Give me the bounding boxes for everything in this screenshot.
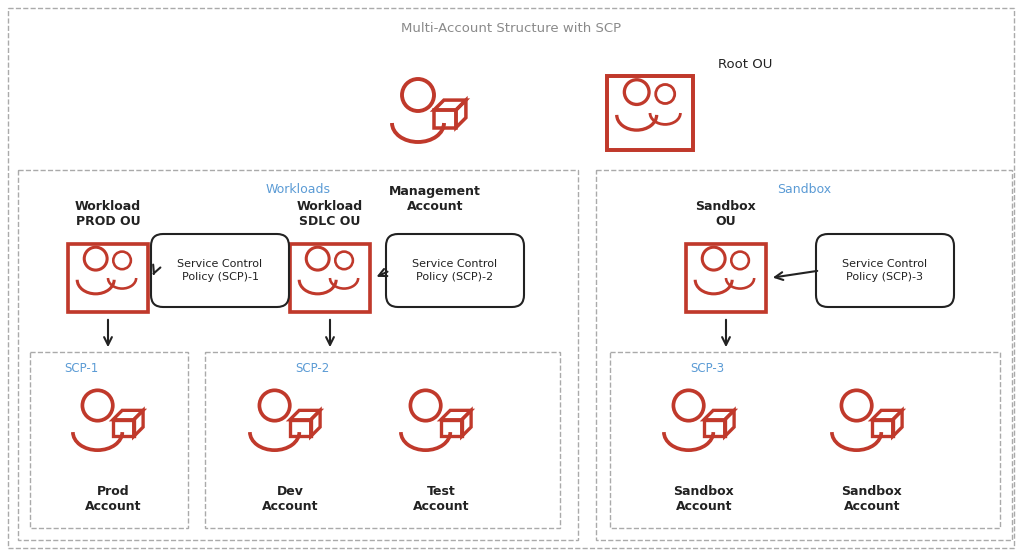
Bar [290, 244, 370, 312]
Text: Sandbox
OU: Sandbox OU [696, 200, 756, 228]
Text: Service Control
Policy (SCP)-3: Service Control Policy (SCP)-3 [842, 259, 928, 282]
Text: Service Control
Policy (SCP)-2: Service Control Policy (SCP)-2 [413, 259, 498, 282]
Bar [18, 170, 578, 540]
Bar [704, 420, 725, 436]
Text: Dev
Account: Dev Account [262, 485, 318, 513]
Bar [68, 244, 147, 312]
Text: Multi-Account Structure with SCP: Multi-Account Structure with SCP [401, 22, 621, 35]
Text: Prod
Account: Prod Account [85, 485, 141, 513]
Bar [872, 420, 892, 436]
Bar [205, 352, 560, 528]
Text: SCP-2: SCP-2 [295, 362, 329, 375]
Text: Service Control
Policy (SCP)-1: Service Control Policy (SCP)-1 [178, 259, 263, 282]
Text: Root OU: Root OU [718, 58, 773, 71]
Text: Sandbox: Sandbox [777, 183, 831, 196]
Bar [687, 244, 765, 312]
Bar [596, 170, 1012, 540]
Bar [112, 420, 134, 436]
Text: Sandbox
Account: Sandbox Account [842, 485, 902, 513]
Text: Workload
SDLC OU: Workload SDLC OU [297, 200, 363, 228]
Bar [434, 110, 456, 127]
Text: Test
Account: Test Account [413, 485, 469, 513]
Text: Management
Account: Management Account [389, 185, 481, 213]
FancyBboxPatch shape [151, 234, 289, 307]
Bar [290, 420, 311, 436]
Text: Sandbox
Account: Sandbox Account [673, 485, 735, 513]
Bar [610, 352, 1000, 528]
Bar [440, 420, 462, 436]
FancyBboxPatch shape [816, 234, 954, 307]
Text: SCP-1: SCP-1 [64, 362, 98, 375]
Text: Workload
PROD OU: Workload PROD OU [75, 200, 141, 228]
Bar [30, 352, 188, 528]
Text: Workloads: Workloads [266, 183, 330, 196]
FancyBboxPatch shape [386, 234, 524, 307]
Bar [607, 76, 693, 150]
Text: SCP-3: SCP-3 [690, 362, 725, 375]
